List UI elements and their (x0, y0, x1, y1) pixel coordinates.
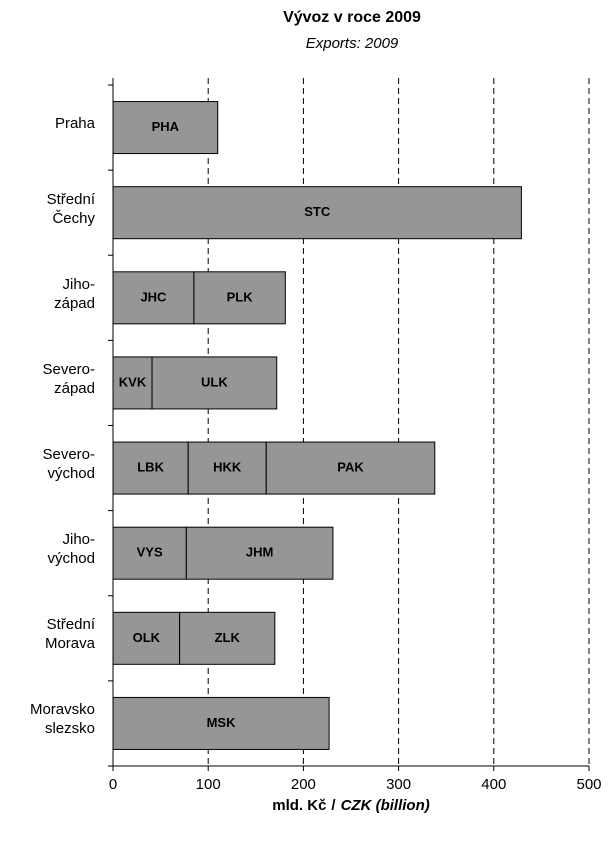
segment-label: PAK (337, 460, 364, 475)
bar-segment (112, 356, 153, 410)
segment-label: STC (304, 204, 331, 219)
y-tick-label: Praha (54, 115, 95, 133)
y-tick-label: Jiho- východ (47, 531, 95, 568)
x-tick-label: 400 (481, 776, 506, 793)
x-axis-label: mld. Kč / CZK (billion) (272, 797, 430, 814)
bar-segment (112, 441, 189, 495)
y-tick-label: Jiho- západ (54, 275, 95, 312)
x-tick-label: 200 (291, 776, 316, 793)
bar-segment (185, 526, 334, 580)
y-tick-label: Moravsko slezsko (29, 701, 95, 738)
segment-label: LBK (137, 460, 164, 475)
x-axis-label-part: / (331, 797, 336, 814)
chart-subtitle: Exports: 2009 (306, 35, 399, 52)
x-tick-label: 500 (576, 776, 601, 793)
x-tick-label: 300 (386, 776, 411, 793)
segment-label: VYS (137, 545, 163, 560)
segment-label: PLK (227, 289, 254, 304)
segment-label: MSK (207, 715, 237, 730)
bar-segment (151, 356, 278, 410)
bar-segment (193, 271, 286, 325)
bar-segment (112, 186, 522, 240)
y-tick-label: Severo- západ (42, 360, 95, 397)
x-tick-label: 0 (109, 776, 117, 793)
segment-label: JHC (140, 289, 167, 304)
bar-segment (265, 441, 436, 495)
segment-label: HKK (213, 460, 242, 475)
x-axis-label-part: mld. Kč (272, 797, 326, 814)
segment-label: OLK (133, 630, 161, 645)
bar-segment (112, 101, 219, 155)
x-axis-label-part: CZK (billion) (341, 797, 430, 814)
bar-segment (187, 441, 267, 495)
x-tick-label: 100 (196, 776, 221, 793)
segment-label: ZLK (215, 630, 241, 645)
bar-segment (112, 526, 187, 580)
segment-label: KVK (119, 374, 147, 389)
bar-segment (179, 611, 276, 665)
bar-segment (112, 611, 181, 665)
segment-label: JHM (246, 545, 273, 560)
bar-segment (112, 696, 330, 750)
y-tick-label: Severo- východ (42, 446, 95, 483)
bar-segment (112, 271, 195, 325)
chart-title: Vývoz v roce 2009 (283, 9, 421, 26)
y-tick-label: Střední Čechy (46, 190, 95, 227)
segment-label: PHA (152, 119, 180, 134)
segment-label: ULK (201, 374, 228, 389)
y-tick-label: Střední Morava (44, 616, 95, 653)
